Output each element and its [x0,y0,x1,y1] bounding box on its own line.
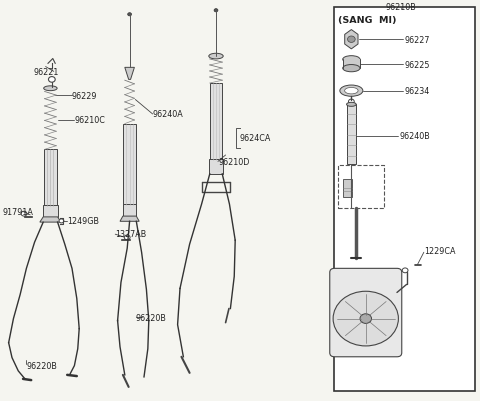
Text: 96234: 96234 [405,87,430,96]
Bar [123,205,136,217]
Circle shape [333,292,398,346]
Circle shape [348,37,355,43]
Circle shape [214,10,218,13]
Bar [338,165,384,209]
Bar [43,205,58,217]
Text: 96225: 96225 [405,61,430,69]
Ellipse shape [343,65,360,73]
Bar [347,105,356,164]
Text: 96229: 96229 [72,92,97,101]
Circle shape [48,77,55,83]
Text: 96221: 96221 [34,68,59,77]
Polygon shape [345,30,358,50]
Circle shape [21,212,27,217]
Polygon shape [40,217,61,223]
Bar [44,149,57,207]
Text: 96240A: 96240A [153,110,183,119]
Text: 9624CA: 9624CA [240,134,271,142]
Circle shape [59,219,64,223]
Circle shape [348,100,354,105]
Text: 96210B: 96210B [385,3,416,12]
Text: 1327AB: 1327AB [115,229,146,238]
Text: 91791A: 91791A [2,207,33,216]
Ellipse shape [347,103,356,107]
Bar [343,60,360,69]
Ellipse shape [44,87,57,91]
Bar [123,124,136,205]
Text: (SANG  MI): (SANG MI) [338,16,397,25]
Text: 96220B: 96220B [26,361,57,370]
Text: 96220B: 96220B [136,314,167,322]
Circle shape [124,235,130,240]
Text: 96227: 96227 [405,36,430,45]
Text: 1229CA: 1229CA [424,246,456,255]
Bar [210,83,222,160]
Text: 96240B: 96240B [400,132,431,141]
Ellipse shape [340,86,363,97]
Circle shape [128,14,132,17]
Bar [334,8,475,391]
Text: 96210D: 96210D [218,158,250,166]
Ellipse shape [345,88,358,95]
Bar [343,179,352,197]
Text: 96210C: 96210C [74,116,105,125]
Text: 1249GB: 1249GB [67,217,99,226]
Ellipse shape [209,54,223,60]
Circle shape [360,314,372,324]
FancyBboxPatch shape [330,269,402,357]
Polygon shape [125,68,134,80]
Polygon shape [120,217,139,222]
Circle shape [402,268,408,273]
Ellipse shape [343,57,360,64]
Bar [209,159,223,174]
